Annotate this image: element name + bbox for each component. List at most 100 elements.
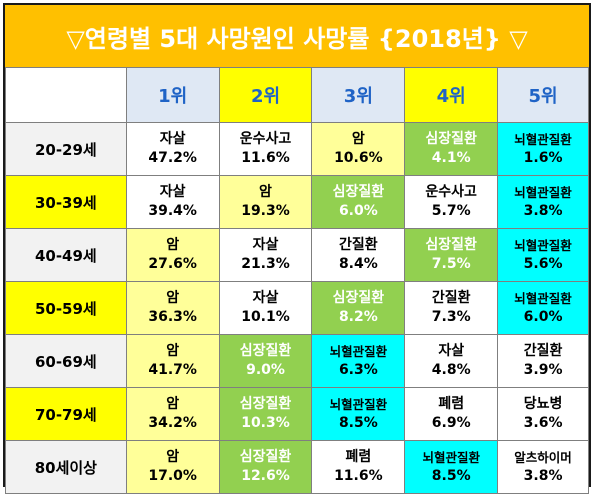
cause-percentage: 8.5% <box>431 468 471 484</box>
cause-name: 뇌혈관질환 <box>329 397 388 412</box>
cause-percentage: 36.3% <box>148 309 197 325</box>
cause-name: 뇌혈관질환 <box>514 238 572 253</box>
cause-cell: 암 34.2% <box>125 387 220 441</box>
cause-percentage: 17.0% <box>148 468 197 484</box>
table-row: 50-59세 암 36.3% 자살 10.1% 심장질환 8.2% 간질환 7.3% 뇌혈관질환 6… <box>5 281 589 335</box>
cause-name: 자살 <box>252 237 279 253</box>
cause-cell: 간질환 7.3% <box>404 281 499 335</box>
cause-percentage: 10.3% <box>241 415 290 431</box>
cause-cell: 뇌혈관질환 8.5% <box>311 387 406 441</box>
age-group-label: 70-79세 <box>5 387 127 441</box>
cause-name: 자살 <box>438 343 465 359</box>
cause-cell: 심장질환 10.3% <box>218 387 313 441</box>
cause-cell: 심장질환 7.5% <box>404 228 499 282</box>
cause-percentage: 5.6% <box>523 256 563 272</box>
cause-cell: 자살 21.3% <box>218 228 313 282</box>
cause-percentage: 3.8% <box>523 468 563 484</box>
table-row: 70-79세 암 34.2% 심장질환 10.3% 뇌혈관질환 8.5% 폐렴 6.9% 당뇨병 3… <box>5 387 589 441</box>
age-group-label: 80세이상 <box>5 440 127 494</box>
cause-percentage: 6.9% <box>431 415 471 431</box>
cause-name: 뇌혈관질환 <box>422 450 480 465</box>
cause-cell: 간질환 3.9% <box>497 334 589 388</box>
header-row: 1위 2위 3위 4위 5위 <box>5 67 589 123</box>
cause-name: 뇌혈관질환 <box>514 291 572 306</box>
cause-name: 운수사고 <box>239 131 292 147</box>
cause-name: 뇌혈관질환 <box>329 344 388 359</box>
cause-cell: 암 27.6% <box>125 228 220 282</box>
cause-cell: 뇌혈관질환 5.6% <box>497 228 589 282</box>
cause-name: 운수사고 <box>425 184 477 200</box>
infographic-frame: ▽연령별 5대 사망원인 사망률 {2018년} ▽ 1위 2위 3위 4위 5… <box>3 3 591 494</box>
rank-header-3: 3위 <box>311 67 406 123</box>
cause-percentage: 5.7% <box>431 203 471 219</box>
cause-percentage: 6.3% <box>338 362 378 378</box>
age-group-label: 30-39세 <box>5 175 127 229</box>
cause-cell: 암 41.7% <box>125 334 220 388</box>
cause-name: 간질환 <box>431 290 471 306</box>
corner-cell <box>5 67 127 123</box>
cause-percentage: 8.2% <box>338 309 378 325</box>
cause-cell: 폐렴 11.6% <box>311 440 406 494</box>
cause-name: 암 <box>259 184 272 200</box>
cause-cell: 암 36.3% <box>125 281 220 335</box>
cause-name: 폐렴 <box>345 449 372 465</box>
cause-name: 당뇨병 <box>523 396 563 412</box>
cause-percentage: 47.2% <box>148 150 197 166</box>
cause-percentage: 10.6% <box>334 150 383 166</box>
age-group-label: 20-29세 <box>5 122 127 176</box>
cause-name: 심장질환 <box>332 184 385 200</box>
cause-name: 심장질환 <box>239 449 292 465</box>
cause-cell: 뇌혈관질환 6.0% <box>497 281 589 335</box>
cause-cell: 자살 4.8% <box>404 334 499 388</box>
cause-percentage: 34.2% <box>148 415 197 431</box>
cause-percentage: 3.9% <box>523 362 563 378</box>
cause-name: 암 <box>166 449 180 465</box>
cause-percentage: 27.6% <box>148 256 197 272</box>
cause-percentage: 21.3% <box>241 256 290 272</box>
cause-cell: 당뇨병 3.6% <box>497 387 589 441</box>
cause-name: 뇌혈관질환 <box>514 185 572 200</box>
table-row: 60-69세 암 41.7% 심장질환 9.0% 뇌혈관질환 6.3% 자살 4.8% 간질환 3.… <box>5 334 589 388</box>
cause-cell: 심장질환 8.2% <box>311 281 406 335</box>
page-title: ▽연령별 5대 사망원인 사망률 {2018년} ▽ <box>66 24 528 53</box>
cause-percentage: 10.1% <box>241 309 290 325</box>
cause-cell: 자살 10.1% <box>218 281 313 335</box>
cause-name: 심장질환 <box>425 131 477 147</box>
cause-name: 폐렴 <box>438 396 465 412</box>
cause-name: 암 <box>166 343 180 359</box>
cause-name: 암 <box>351 131 365 147</box>
cause-name: 심장질환 <box>239 343 292 359</box>
cause-name: 간질환 <box>339 237 378 253</box>
cause-percentage: 19.3% <box>241 203 290 219</box>
cause-percentage: 6.0% <box>338 203 378 219</box>
rank-header-4: 4위 <box>404 67 499 123</box>
cause-cell: 뇌혈관질환 1.6% <box>497 122 589 176</box>
cause-percentage: 3.6% <box>523 415 563 431</box>
cause-cell: 뇌혈관질환 8.5% <box>404 440 499 494</box>
table-row: 40-49세 암 27.6% 자살 21.3% 간질환 8.4% 심장질환 7.5% 뇌혈관질환 5… <box>5 228 589 282</box>
cause-name: 심장질환 <box>425 237 477 253</box>
cause-name: 암 <box>166 396 180 412</box>
cause-percentage: 8.5% <box>338 415 378 431</box>
cause-cell: 암 17.0% <box>125 440 220 494</box>
cause-percentage: 4.1% <box>431 150 471 166</box>
cause-name: 암 <box>166 237 180 253</box>
rank-header-2: 2위 <box>218 67 313 123</box>
age-group-label: 40-49세 <box>5 228 127 282</box>
cause-percentage: 9.0% <box>246 362 285 378</box>
cause-cell: 자살 39.4% <box>125 175 220 229</box>
cause-cell: 암 10.6% <box>311 122 406 176</box>
cause-cell: 간질환 8.4% <box>311 228 406 282</box>
cause-name: 자살 <box>159 131 186 147</box>
cause-percentage: 6.0% <box>523 309 563 325</box>
cause-cell: 심장질환 12.6% <box>218 440 313 494</box>
cause-percentage: 3.8% <box>523 203 563 219</box>
rank-header-5: 5위 <box>497 67 589 123</box>
cause-percentage: 39.4% <box>148 203 197 219</box>
cause-cell: 폐렴 6.9% <box>404 387 499 441</box>
table-row: 30-39세 자살 39.4% 암 19.3% 심장질환 6.0% 운수사고 5.7% 뇌혈관질환… <box>5 175 589 229</box>
death-cause-table: 1위 2위 3위 4위 5위 20-29세 자살 47.2% 운수사고 11.6% 암 10… <box>5 67 589 494</box>
age-group-label: 60-69세 <box>5 334 127 388</box>
cause-name: 심장질환 <box>332 290 385 306</box>
cause-percentage: 11.6% <box>241 150 290 166</box>
